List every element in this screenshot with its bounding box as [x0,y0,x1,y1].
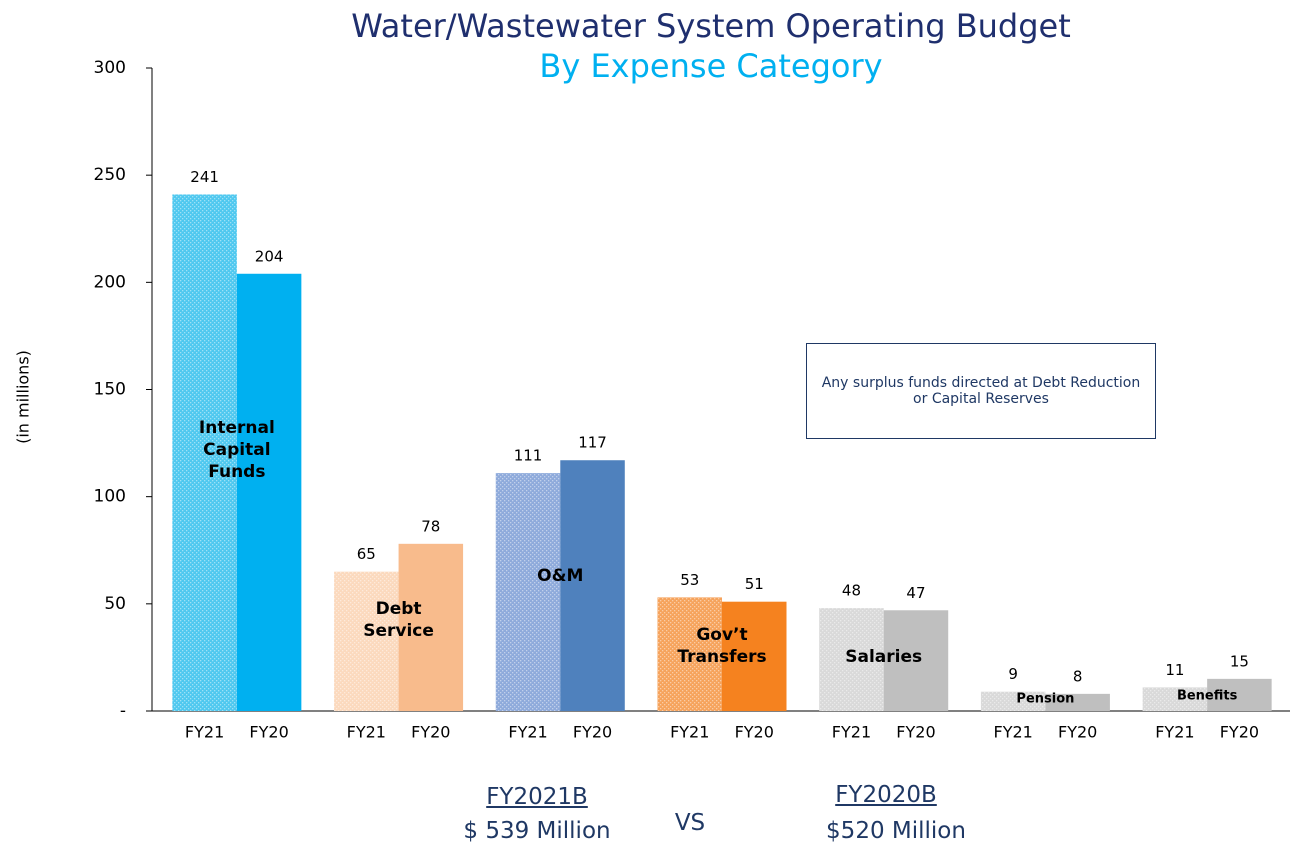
footer-vs: VS [674,810,706,836]
value-label: 47 [906,584,925,602]
value-label: 15 [1230,652,1249,670]
bar-texture [819,608,884,711]
y-tick-label: 150 [94,380,126,400]
bar-texture [980,691,1046,711]
x-tick-label: FY21 [185,723,224,742]
y-tick-label: 300 [94,58,126,78]
footer-left-value: $ 539 Million [463,818,611,844]
value-label: 78 [421,517,440,535]
y-tick-label: 50 [104,594,126,614]
x-tick-label: FY20 [896,723,935,742]
y-axis-label: (in millions) [14,350,33,444]
x-tick-label: FY20 [249,723,288,742]
footer-right-value: $520 Million [826,818,966,844]
x-tick-label: FY21 [832,723,871,742]
value-label: 8 [1073,667,1083,685]
value-label: 9 [1008,665,1018,683]
bar [398,543,464,711]
value-label: 53 [680,571,699,589]
bar-texture [495,473,561,711]
value-label: 48 [842,582,861,600]
bar-texture [172,194,237,711]
x-tick-label: FY21 [1155,723,1194,742]
y-tick-label: 100 [94,487,126,507]
value-label: 204 [255,247,284,265]
bar [1045,693,1110,711]
category-label: Benefits [1176,688,1238,704]
category-label: Salaries [845,646,923,667]
footer-left-title: FY2021B [486,784,588,810]
value-label: 117 [578,434,607,452]
bar-texture [657,597,722,711]
category-label: Pension [1016,691,1075,707]
bar [722,601,787,711]
value-label: 51 [745,575,764,593]
y-tick-label: 200 [94,272,126,292]
bar-texture [1142,687,1208,711]
chart-subtitle: By Expense Category [539,47,882,85]
y-tick-label: - [120,701,126,721]
value-label: 111 [514,447,543,465]
x-tick-label: FY20 [735,723,774,742]
x-tick-label: FY21 [670,723,709,742]
x-tick-label: FY21 [508,723,547,742]
x-tick-label: FY20 [1220,723,1259,742]
x-tick-label: FY20 [411,723,450,742]
category-label: Internal Capital Funds [198,417,275,483]
value-label: 65 [357,545,376,563]
x-tick-label: FY21 [994,723,1033,742]
y-tick-label: 250 [94,165,126,185]
x-tick-label: FY20 [1058,723,1097,742]
bar [236,273,302,711]
x-tick-label: FY20 [573,723,612,742]
bar-texture [334,571,399,711]
category-label: Gov’t Transfers [677,624,767,667]
x-tick-label: FY21 [347,723,386,742]
bar [560,460,625,711]
value-label: 11 [1165,661,1184,679]
category-label: Debt Service [363,598,434,641]
bar [883,610,949,711]
chart-title: Water/Wastewater System Operating Budget [351,7,1071,45]
footer-right-title: FY2020B [835,782,937,808]
category-label: O&M [537,565,584,586]
bar [1207,678,1272,711]
annotation-box: Any surplus funds directed at Debt Reduc… [806,343,1156,439]
value-label: 241 [190,168,219,186]
